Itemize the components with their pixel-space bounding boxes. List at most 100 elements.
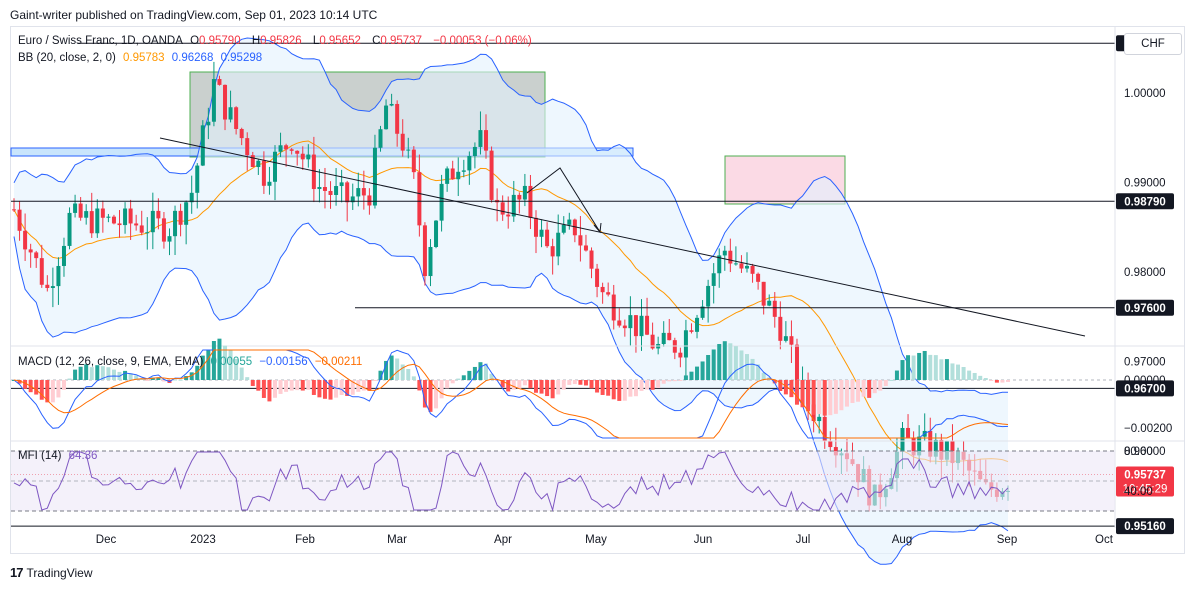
macd-bar	[706, 355, 711, 380]
time-tick-label: Oct	[1095, 534, 1114, 546]
candle-body	[78, 203, 83, 218]
macd-bar	[450, 380, 455, 384]
macd-bar	[178, 379, 183, 381]
mfi-tick-label: 80.00	[1124, 446, 1153, 458]
candle-body	[928, 430, 933, 457]
candle-body	[628, 315, 633, 329]
candle-body	[428, 246, 433, 277]
candle-body	[250, 155, 255, 168]
candle-body	[384, 105, 389, 130]
candle-body	[445, 168, 450, 184]
candle-body	[234, 107, 239, 129]
macd-bar	[95, 365, 100, 380]
low-value: 0.95652	[319, 35, 361, 47]
candle-body	[28, 249, 33, 253]
macd-signal-value: −0.00211	[314, 356, 363, 368]
macd-bar	[300, 380, 305, 391]
currency-button[interactable]: CHF	[1124, 33, 1182, 55]
candle-body	[783, 336, 788, 341]
macd-bar	[478, 362, 483, 380]
macd-bar	[639, 380, 644, 391]
level-tag-bg	[1116, 518, 1174, 535]
bb-upper-line	[13, 37, 1008, 395]
macd-bar	[650, 380, 655, 390]
candle-body	[583, 245, 588, 251]
open-value: 0.95790	[199, 35, 241, 47]
macd-bar	[522, 380, 527, 386]
macd-bar	[189, 372, 194, 380]
macd-bar	[23, 380, 28, 389]
macd-bar	[956, 364, 961, 380]
candle-body	[539, 229, 544, 237]
candle-body	[756, 273, 761, 282]
macd-bar	[939, 359, 944, 380]
macd-bar	[511, 380, 516, 390]
macd-bar	[367, 380, 372, 391]
candle-body	[472, 146, 477, 157]
candle-body	[728, 250, 733, 264]
bb-basis-value: 0.95783	[123, 52, 165, 64]
candle-body	[167, 236, 172, 242]
candle-body	[689, 330, 694, 332]
publisher-line: Gaint-writer published on TradingView.co…	[10, 8, 378, 22]
descending-trendline	[159, 137, 1086, 337]
macd-bar	[717, 344, 722, 380]
macd-bar	[900, 360, 905, 380]
candle-body	[239, 128, 244, 139]
footer: 17 TradingView	[10, 565, 93, 580]
macd-bar	[111, 369, 116, 380]
candle-body	[339, 182, 344, 187]
mfi-legend: MFI (14) 64.36	[18, 450, 101, 462]
candle-body	[633, 315, 638, 337]
macd-bar	[1000, 380, 1005, 383]
candle-body	[100, 208, 105, 218]
macd-bar	[678, 380, 683, 382]
macd-bar	[983, 378, 988, 380]
footer-brand[interactable]: TradingView	[26, 565, 93, 580]
candle-body	[45, 284, 50, 289]
bb-lower-line	[13, 222, 1009, 565]
tradingview-logo-icon: 17	[10, 565, 24, 580]
candle-body	[350, 196, 355, 203]
macd-bar	[533, 380, 538, 393]
o-label: O	[190, 35, 200, 47]
macd-bar	[67, 378, 72, 380]
candle-body	[484, 130, 489, 151]
macd-bar	[850, 380, 855, 403]
macd-bar	[600, 380, 605, 395]
bb-label[interactable]: BB (20, close, 2, 0)	[18, 52, 116, 64]
macd-bar	[883, 380, 888, 387]
level-tag-label: 0.97600	[1124, 303, 1166, 315]
macd-bar	[828, 380, 833, 416]
candle-body	[173, 210, 178, 237]
time-tick-label: Aug	[892, 534, 912, 546]
candle-body	[567, 219, 572, 225]
candle-body	[195, 165, 200, 193]
macd-bar	[456, 378, 461, 380]
macd-bar	[489, 373, 494, 380]
candle-body	[117, 223, 122, 226]
macd-bar	[672, 380, 677, 382]
symbol-title[interactable]: Euro / Swiss Franc, 1D, OANDA	[18, 35, 183, 47]
macd-bar	[894, 370, 899, 380]
macd-bar	[50, 380, 55, 403]
macd-bar	[872, 380, 877, 394]
candle-body	[378, 129, 383, 148]
candle-body	[533, 217, 538, 237]
macd-bar	[1006, 380, 1010, 382]
mfi-label[interactable]: MFI (14)	[18, 450, 62, 462]
macd-bar	[778, 380, 783, 391]
level-tag-label: 0.95160	[1124, 521, 1166, 533]
macd-bar	[695, 366, 700, 380]
bb-legend: BB (20, close, 2, 0) 0.95783 0.96268 0.9…	[18, 52, 266, 64]
level-tag-bg	[1116, 299, 1174, 316]
macd-bar	[922, 350, 927, 380]
candle-body	[406, 149, 411, 151]
macd-legend: MACD (12, 26, close, 9, EMA, EMA) 0.0005…	[18, 356, 366, 368]
macd-bar	[683, 375, 688, 380]
candle-body	[706, 285, 711, 307]
macd-label[interactable]: MACD (12, 26, close, 9, EMA, EMA)	[18, 356, 204, 368]
macd-bar	[322, 380, 327, 399]
macd-bar	[928, 354, 933, 380]
